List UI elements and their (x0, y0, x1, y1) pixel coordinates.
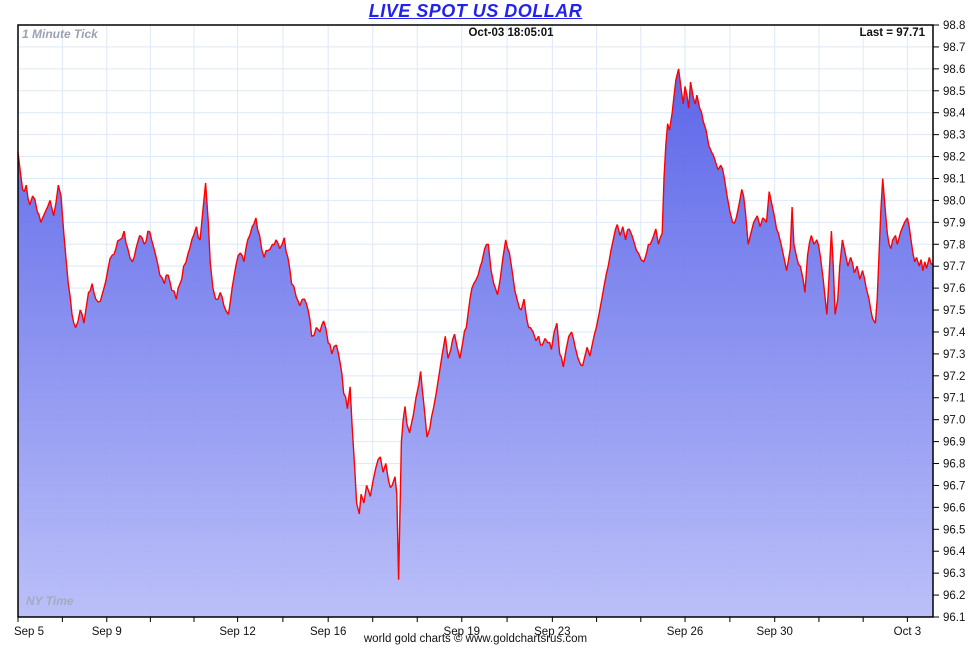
svg-text:98.0: 98.0 (943, 195, 965, 207)
svg-text:98.7: 98.7 (943, 42, 965, 54)
svg-text:98.1: 98.1 (943, 173, 965, 185)
last-value-label: Last = 97.71 (859, 27, 925, 39)
svg-text:97.9: 97.9 (943, 217, 965, 229)
svg-text:Sep 26: Sep 26 (667, 626, 703, 638)
svg-text:98.3: 98.3 (943, 130, 965, 142)
svg-text:96.6: 96.6 (943, 502, 965, 514)
svg-text:98.2: 98.2 (943, 152, 965, 164)
svg-text:96.9: 96.9 (943, 437, 965, 449)
svg-text:97.0: 97.0 (943, 415, 965, 427)
svg-text:98.4: 98.4 (943, 108, 966, 120)
svg-text:97.7: 97.7 (943, 261, 965, 273)
svg-text:97.8: 97.8 (943, 239, 965, 251)
svg-text:Sep 12: Sep 12 (219, 626, 255, 638)
svg-text:97.5: 97.5 (943, 305, 965, 317)
svg-text:98.6: 98.6 (943, 64, 965, 76)
svg-text:Sep 5: Sep 5 (14, 626, 44, 638)
svg-text:97.3: 97.3 (943, 349, 965, 361)
svg-text:97.2: 97.2 (943, 371, 965, 383)
svg-text:96.4: 96.4 (943, 546, 966, 558)
svg-text:97.6: 97.6 (943, 283, 965, 295)
svg-text:96.1: 96.1 (943, 612, 965, 624)
svg-text:96.5: 96.5 (943, 524, 965, 536)
svg-text:98.5: 98.5 (943, 86, 965, 98)
svg-text:Sep 9: Sep 9 (92, 626, 122, 638)
timezone-label: NY Time (26, 594, 74, 608)
svg-text:Sep 16: Sep 16 (310, 626, 346, 638)
svg-text:96.3: 96.3 (943, 568, 965, 580)
svg-text:Sep 30: Sep 30 (756, 626, 792, 638)
svg-text:96.8: 96.8 (943, 459, 965, 471)
svg-text:97.4: 97.4 (943, 327, 966, 339)
timestamp-label: Oct-03 18:05:01 (468, 27, 554, 39)
svg-text:Oct 3: Oct 3 (894, 626, 921, 638)
svg-text:98.8: 98.8 (943, 20, 965, 32)
svg-text:Sep 23: Sep 23 (534, 626, 570, 638)
tick-interval-label: 1 Minute Tick (22, 27, 98, 41)
credit-label: world gold charts © www.goldchartsrus.co… (363, 633, 588, 645)
svg-text:Sep 19: Sep 19 (444, 626, 480, 638)
svg-text:97.1: 97.1 (943, 393, 965, 405)
svg-text:96.2: 96.2 (943, 590, 965, 602)
svg-text:96.7: 96.7 (943, 480, 965, 492)
page-title: LIVE SPOT US DOLLAR (368, 1, 583, 21)
